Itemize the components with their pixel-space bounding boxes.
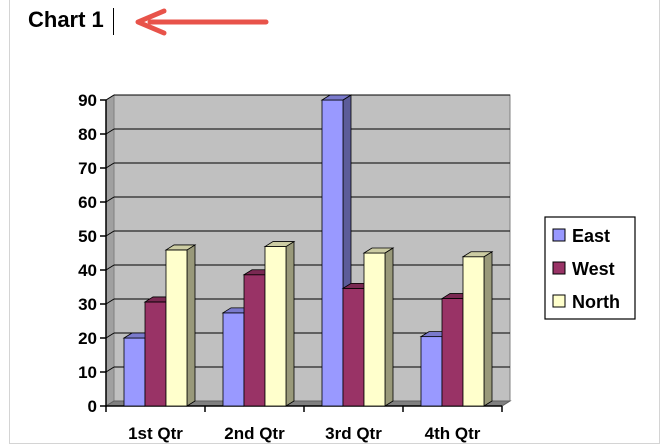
bar-north-2 bbox=[263, 240, 296, 407]
legend-label-east: East bbox=[572, 226, 610, 246]
bar-top bbox=[164, 244, 197, 251]
bar-front bbox=[123, 337, 146, 407]
gridline-side bbox=[105, 298, 115, 305]
y-tick-label: 30 bbox=[78, 295, 97, 314]
plot-area: 0 10 20 30 40 50 60 70 80 90 1st Qtr 2nd Qtr 3rd Qtr… bbox=[78, 91, 512, 443]
bar-front bbox=[144, 301, 167, 407]
gridline-side bbox=[105, 332, 115, 339]
y-tick-label: 60 bbox=[78, 193, 97, 212]
y-tick-label: 0 bbox=[88, 397, 97, 416]
legend-swatch-west bbox=[552, 261, 566, 275]
bar-north-4 bbox=[461, 251, 494, 407]
plot-side-wall bbox=[105, 94, 115, 407]
bar-top bbox=[320, 94, 353, 101]
bar-front bbox=[342, 287, 365, 407]
red-arrow-icon bbox=[135, 8, 269, 36]
bar-front bbox=[441, 298, 464, 407]
x-tick-label: 3rd Qtr bbox=[325, 424, 382, 443]
bar-front bbox=[321, 99, 344, 407]
x-tick-label: 2nd Qtr bbox=[224, 424, 285, 443]
bar-side bbox=[285, 240, 295, 407]
bar-front bbox=[165, 249, 188, 407]
y-tick-label: 90 bbox=[78, 91, 97, 110]
legend-label-north: North bbox=[572, 292, 620, 312]
legend-label-west: West bbox=[572, 259, 615, 279]
chart-title[interactable]: Chart 1 bbox=[28, 7, 104, 32]
y-tick-label: 10 bbox=[78, 363, 97, 382]
chart-frame bbox=[9, 0, 660, 444]
x-tick-label: 4th Qtr bbox=[425, 424, 481, 443]
legend: East West North bbox=[544, 216, 636, 320]
bar-front bbox=[243, 274, 266, 407]
legend-swatch-north bbox=[552, 294, 566, 308]
y-tick-label: 50 bbox=[78, 227, 97, 246]
gridline-side bbox=[105, 264, 115, 271]
bar-north-3 bbox=[362, 247, 395, 407]
bar-side bbox=[384, 247, 394, 407]
y-tick-label: 40 bbox=[78, 261, 97, 280]
bar-side bbox=[483, 251, 493, 407]
gridline-side bbox=[105, 162, 115, 169]
bar-front bbox=[264, 246, 287, 407]
bar-front bbox=[420, 336, 443, 407]
legend-swatch-east bbox=[552, 228, 566, 242]
text-cursor bbox=[113, 8, 114, 35]
x-tick-label: 1st Qtr bbox=[128, 424, 183, 443]
bar-north-1 bbox=[164, 244, 197, 407]
y-tick-label: 70 bbox=[78, 159, 97, 178]
gridline-side bbox=[105, 128, 115, 135]
bar-top bbox=[263, 241, 296, 247]
bar-top bbox=[362, 247, 395, 254]
gridline-side bbox=[105, 94, 115, 101]
bar-side bbox=[186, 244, 196, 407]
bar-top bbox=[461, 251, 494, 258]
bar-front bbox=[363, 252, 386, 407]
y-tick-label: 80 bbox=[78, 125, 97, 144]
y-tick-label: 20 bbox=[78, 329, 97, 348]
bar-front bbox=[462, 256, 485, 407]
gridline-side bbox=[105, 230, 115, 237]
bar-front bbox=[222, 312, 245, 407]
gridline-side bbox=[105, 196, 115, 203]
gridline-side bbox=[105, 366, 115, 373]
